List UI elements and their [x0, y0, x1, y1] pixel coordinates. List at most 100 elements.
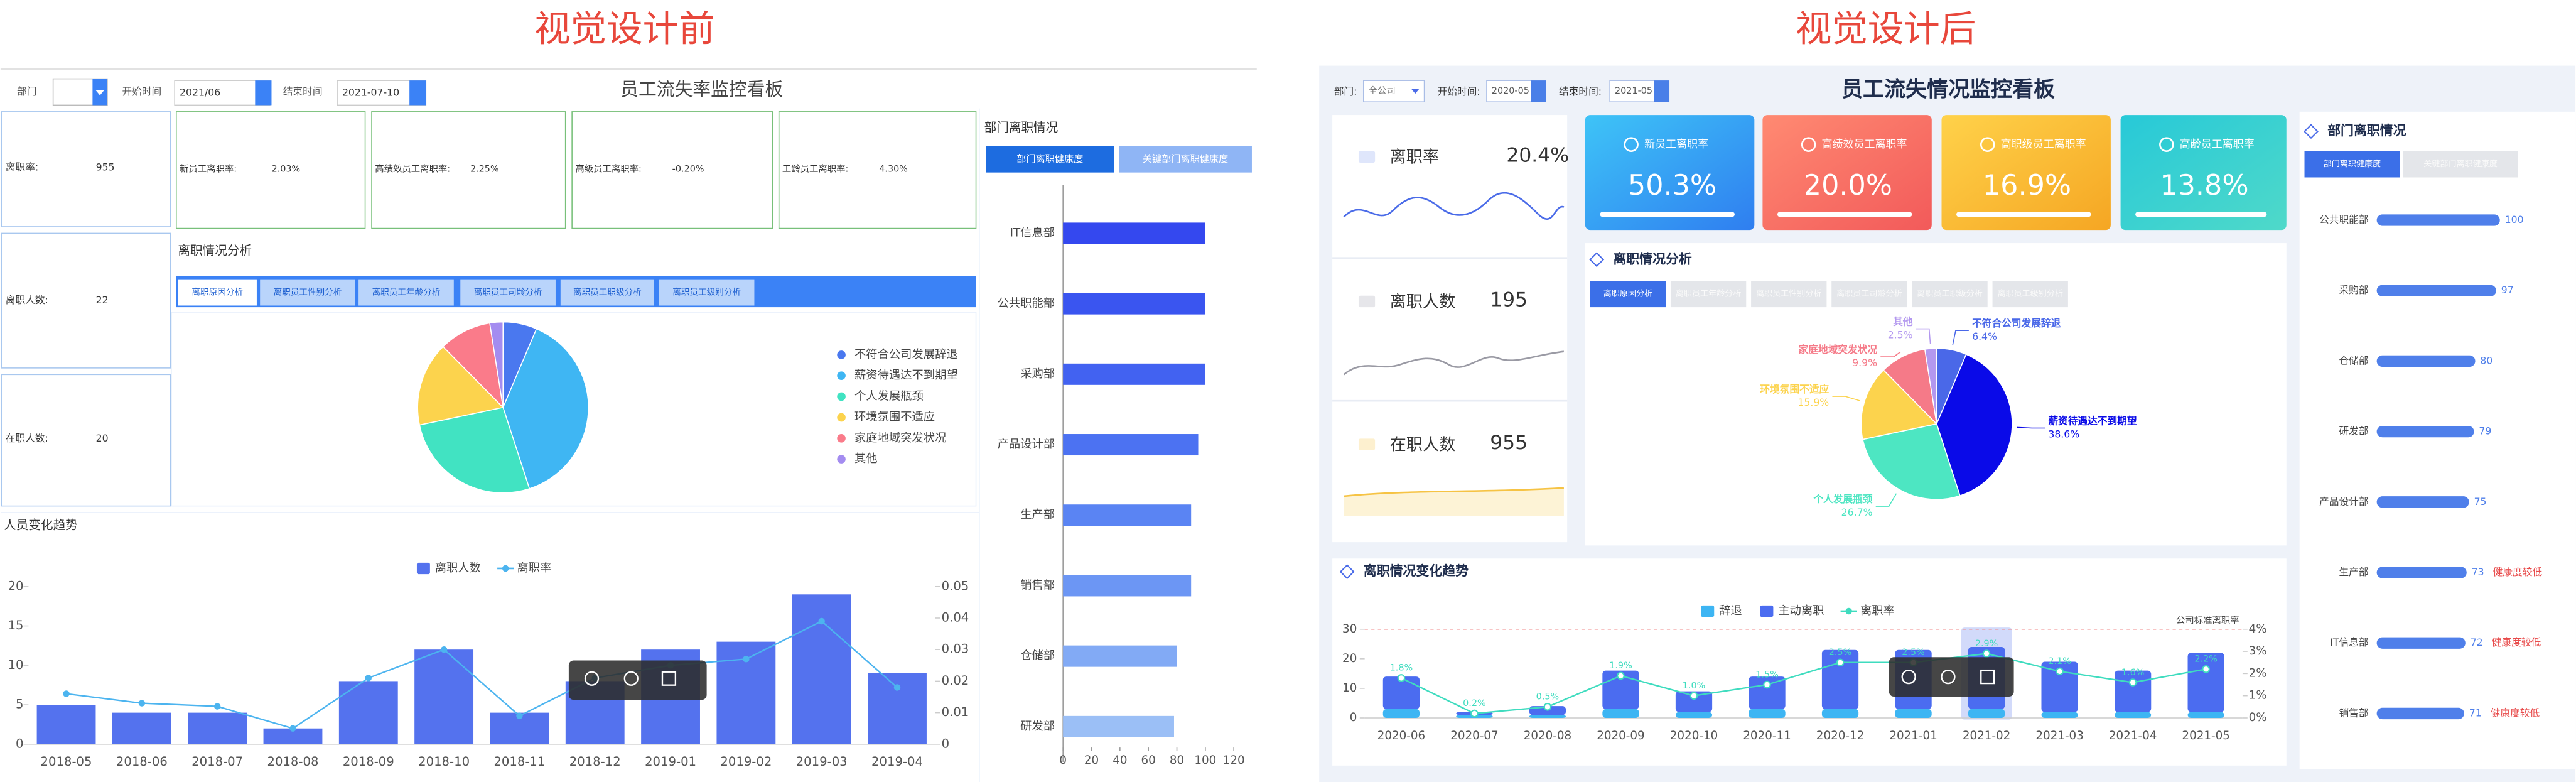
bar [36, 705, 96, 744]
category-label: 生产部 [1020, 508, 1055, 521]
y-tick-label: 20 [8, 578, 24, 593]
rate-label: 工龄员工离职率: [782, 163, 848, 174]
date-input[interactable] [174, 80, 271, 106]
bar [1382, 709, 1420, 718]
tab[interactable] [1670, 281, 1747, 308]
data-label: 79 [2479, 425, 2491, 437]
legend-icon [837, 350, 846, 359]
tab[interactable] [1119, 146, 1252, 173]
rate-value: 2.25% [470, 164, 499, 174]
rate-value: 2.03% [271, 164, 300, 174]
zoom-out[interactable] [623, 671, 639, 686]
kpi-panel [1332, 115, 1568, 543]
tab[interactable] [1590, 281, 1666, 308]
line-point [1763, 680, 1771, 689]
tab[interactable] [1992, 281, 2068, 308]
rate-label: 高级员工离职率: [575, 163, 641, 174]
line-point [516, 712, 523, 719]
x-tick-label: 40 [1113, 754, 1127, 767]
bar [2376, 707, 2464, 720]
bar [1821, 709, 1859, 718]
line-point [1470, 709, 1479, 718]
card-icon [1801, 137, 1816, 152]
reference-label: 公司标准离职率 [2176, 616, 2239, 626]
sparkline [1343, 350, 1565, 376]
rate-value: 20.0% [1804, 170, 1892, 202]
kpi-icon [1358, 295, 1376, 308]
tab-label: 离职员工司龄分析 [474, 287, 542, 298]
y2-tick-label: 0% [2249, 711, 2267, 724]
line [66, 620, 898, 730]
tab[interactable] [460, 279, 556, 306]
kpi-icon [1358, 151, 1376, 163]
tab[interactable] [560, 279, 654, 306]
trend-panel [1332, 558, 2287, 766]
rate-label: 新员工离职率: [180, 163, 237, 174]
section-title: 部门离职情况 [984, 121, 1059, 135]
zoom-in[interactable] [1901, 669, 1916, 685]
leader-line [2017, 426, 2045, 429]
tab-label: 离职员工年龄分析 [1676, 289, 1742, 299]
bar [414, 649, 474, 744]
tab[interactable] [1912, 281, 1988, 308]
category-label: 销售部 [2339, 707, 2368, 719]
tab[interactable] [260, 279, 355, 306]
rate-value: 13.8% [2160, 170, 2248, 202]
category-label: IT信息部 [1010, 226, 1055, 239]
bar [2376, 214, 2500, 226]
tab[interactable] [986, 146, 1114, 173]
pie-value-label: 15.9% [1797, 396, 1829, 408]
x-tick-label: 2021-05 [2182, 729, 2229, 742]
section-title: 部门离职情况 [2327, 123, 2406, 138]
bar [2376, 285, 2496, 296]
filter-label: 结束时间 [283, 85, 323, 97]
calendar-button[interactable] [255, 80, 272, 106]
pie-slice [1862, 423, 1961, 500]
filter-label: 开始时间 [122, 85, 161, 97]
tab[interactable] [358, 279, 454, 306]
legend-icon [1845, 607, 1852, 615]
sparkline-area [1344, 487, 1564, 516]
calendar-button[interactable] [409, 80, 426, 106]
data-label: 97 [2501, 284, 2514, 296]
calendar-button[interactable] [1531, 80, 1546, 102]
fit-view[interactable] [661, 671, 677, 686]
zoom-out[interactable] [1941, 669, 1956, 685]
category-label: 公共职能部 [2319, 214, 2368, 225]
x-tick-label: 2021-03 [2035, 729, 2083, 742]
zoom-in[interactable] [584, 671, 600, 686]
legend-label: 家庭地域突发状况 [854, 432, 946, 445]
line [1401, 653, 2206, 715]
fit-view[interactable] [1980, 669, 1995, 685]
line-point [743, 656, 750, 663]
rate-box [571, 111, 773, 229]
bar [1895, 709, 1932, 718]
tab-label: 离职员工职级分析 [573, 287, 642, 298]
card-bar [2135, 212, 2267, 217]
rate-value: 50.3% [1628, 170, 1716, 202]
date-value: 2021-05 [1615, 86, 1652, 96]
card-icon [1980, 137, 1995, 152]
x-tick-label: 2018-08 [267, 754, 319, 769]
bar [2376, 425, 2474, 438]
calendar-button[interactable] [1654, 80, 1669, 102]
bar [2376, 567, 2467, 578]
bar [338, 681, 398, 744]
pie-slice [417, 345, 504, 426]
line-point [1543, 703, 1552, 711]
tab[interactable] [2403, 151, 2518, 178]
y2-tick-label: 0.01 [942, 705, 969, 719]
tab[interactable] [178, 279, 257, 306]
x-tick-label: 2020-08 [1524, 729, 1571, 742]
tab-label: 离职员工年龄分析 [372, 287, 441, 298]
tab[interactable] [659, 279, 755, 306]
tab-label: 离职员工职级分析 [1917, 289, 1983, 299]
filter-label: 开始时间: [1438, 85, 1480, 97]
tab[interactable] [2304, 151, 2400, 178]
tab-label: 离职员工司龄分析 [1836, 289, 1902, 299]
card-bar [1777, 212, 1912, 217]
tab[interactable] [1831, 281, 1907, 308]
y-tick-label: 15 [8, 618, 24, 633]
line-point [365, 675, 372, 682]
tab[interactable] [1751, 281, 1827, 308]
